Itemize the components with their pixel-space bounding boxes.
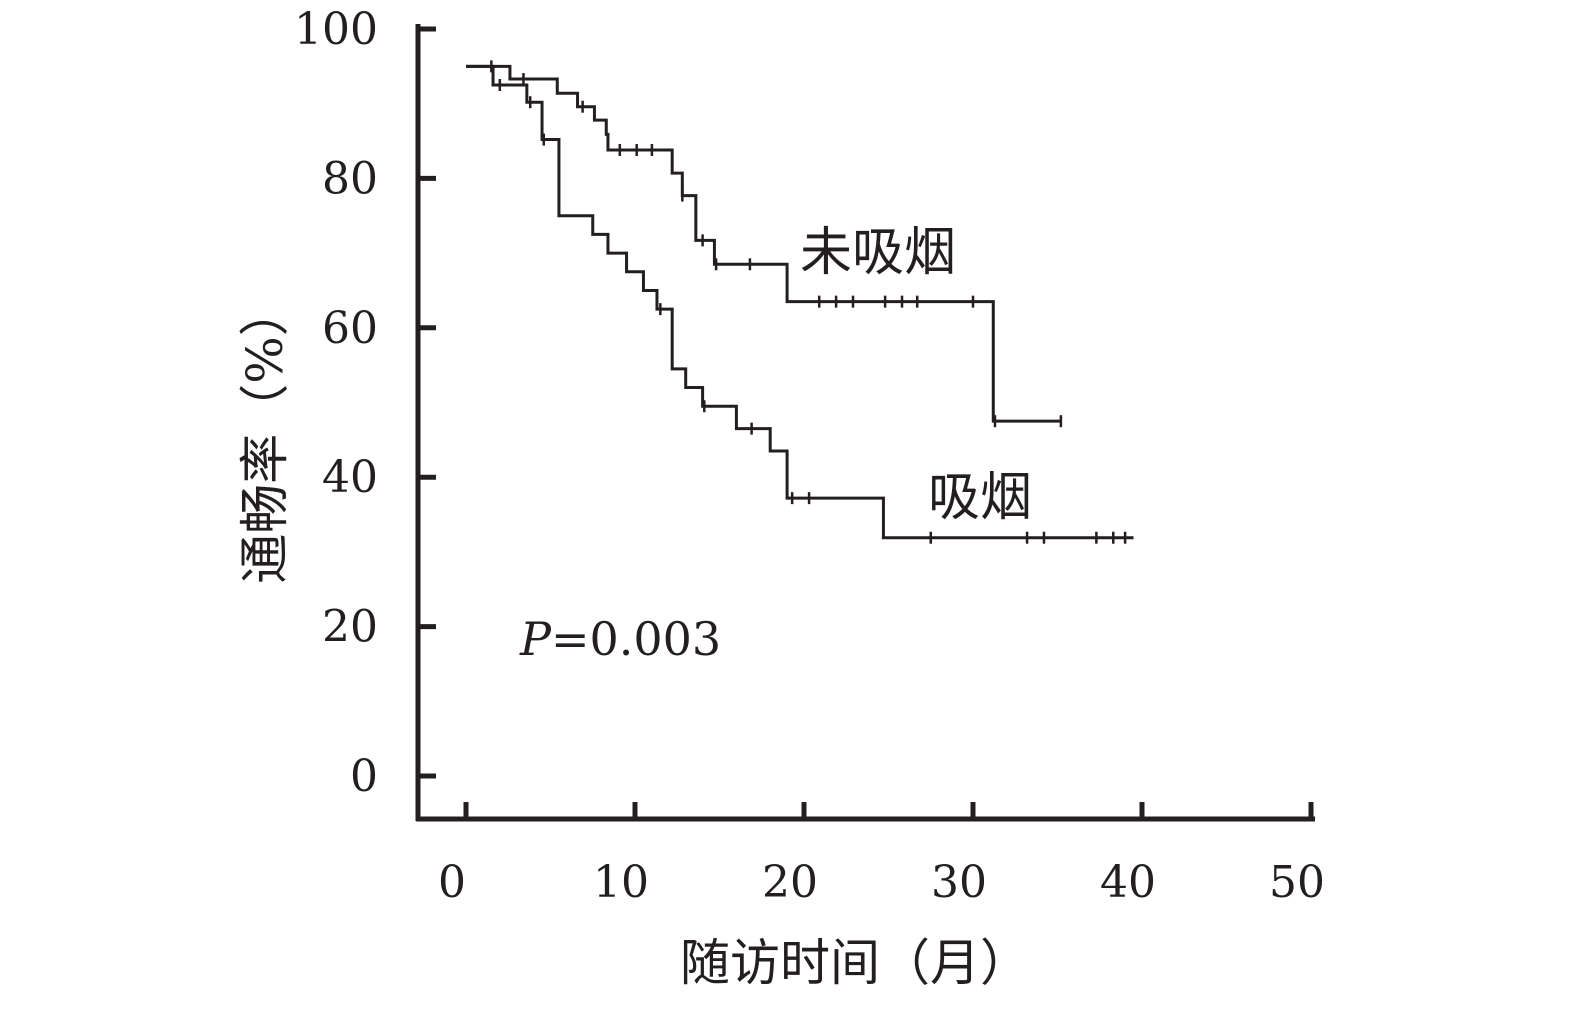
- y-tick-label: 40: [322, 452, 378, 503]
- y-tick-label: 0: [350, 751, 378, 802]
- series-label-nonsmoker: 未吸烟: [800, 223, 956, 283]
- x-tick-label: 40: [1100, 857, 1156, 908]
- p-value-annotation: P=0.003: [519, 612, 721, 666]
- survival-curve-smoker: [466, 64, 1134, 540]
- x-tick-label: 30: [931, 857, 987, 908]
- y-ticks: 0 20 40 60 80 100: [294, 4, 436, 802]
- x-axis-title: 随访时间（月）: [680, 934, 1030, 992]
- y-axis-title: 通畅率（%）: [236, 286, 294, 584]
- x-tick-label: 20: [762, 857, 818, 908]
- x-tick-label: 10: [593, 857, 649, 908]
- x-tick-label: 50: [1269, 857, 1325, 908]
- series-group: [466, 60, 1134, 544]
- x-ticks: 0 10 20 30 40 50: [438, 802, 1325, 908]
- y-tick-label: 20: [322, 602, 378, 653]
- p-value-text: =0.003: [551, 612, 721, 666]
- y-tick-label: 80: [322, 153, 378, 204]
- p-value-symbol: P: [519, 612, 552, 666]
- y-tick-label: 100: [294, 4, 378, 55]
- survival-curve-nonsmoker: [466, 64, 1061, 423]
- series-label-smoker: 吸烟: [928, 468, 1032, 528]
- y-tick-label: 60: [322, 303, 378, 354]
- x-tick-label: 0: [438, 857, 466, 908]
